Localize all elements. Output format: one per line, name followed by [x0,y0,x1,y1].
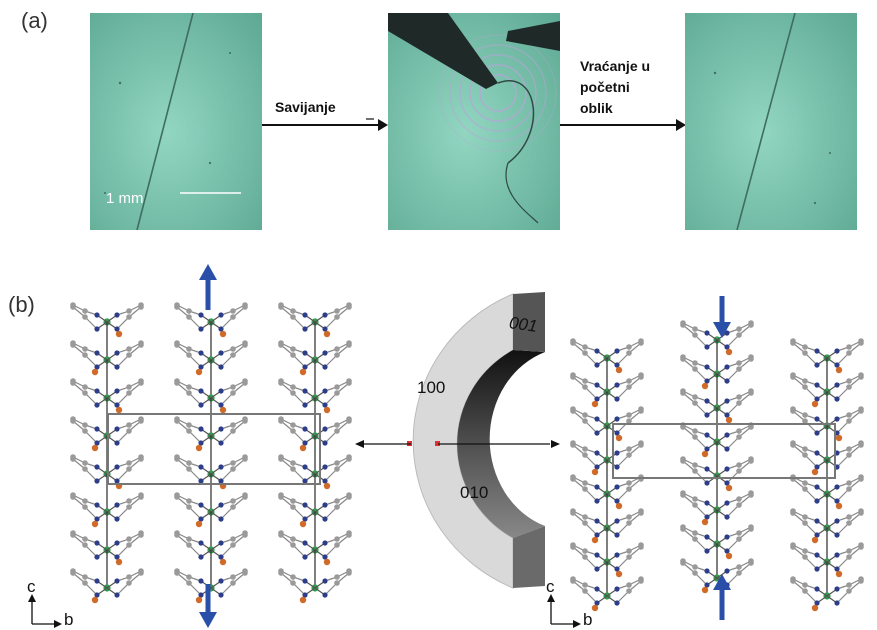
pointer-arrow-right [438,440,560,448]
crystal-packing-straight [70,302,352,604]
panel-b-label: (b) [8,292,35,317]
restore-label-line-1: Vraćanje u [580,58,651,74]
bent-crystal-schematic [407,292,545,589]
axis-c-right: c [546,577,555,596]
arrow-down-compress-icon [713,296,731,338]
face-label-100: 100 [417,378,446,397]
bending-label: Savijanje [275,99,336,115]
arrow-bending [262,118,388,131]
arrow-down-icon [199,584,217,628]
unit-cell-straight [107,413,321,485]
axes-indicator-left [28,594,62,628]
restore-label: Vraćanje u početni oblik [580,56,650,119]
crystal-photo-bent [388,13,560,230]
panel-a-label: (a) [21,8,48,33]
axis-b-right: b [583,610,593,629]
unit-cell-bent [612,423,836,479]
axes-indicator-right [547,594,581,628]
pointer-arrow-left [355,440,411,448]
crystal-packing-bent [570,320,864,612]
crystal-photo-restored [685,13,857,230]
arrow-restoring [560,119,686,131]
restore-label-line-3: oblik [580,100,613,116]
arrow-up-icon [199,264,217,310]
scale-bar-label: 1 mm [106,190,144,207]
face-label-001: 001 [507,313,539,336]
face-label-010: 010 [460,483,489,502]
axis-c-left: c [27,577,36,596]
axis-b-left: b [64,610,74,629]
restore-label-line-2: početni [580,79,630,95]
arrow-up-compress-icon [713,574,731,620]
crystal-photo-initial [90,13,262,230]
